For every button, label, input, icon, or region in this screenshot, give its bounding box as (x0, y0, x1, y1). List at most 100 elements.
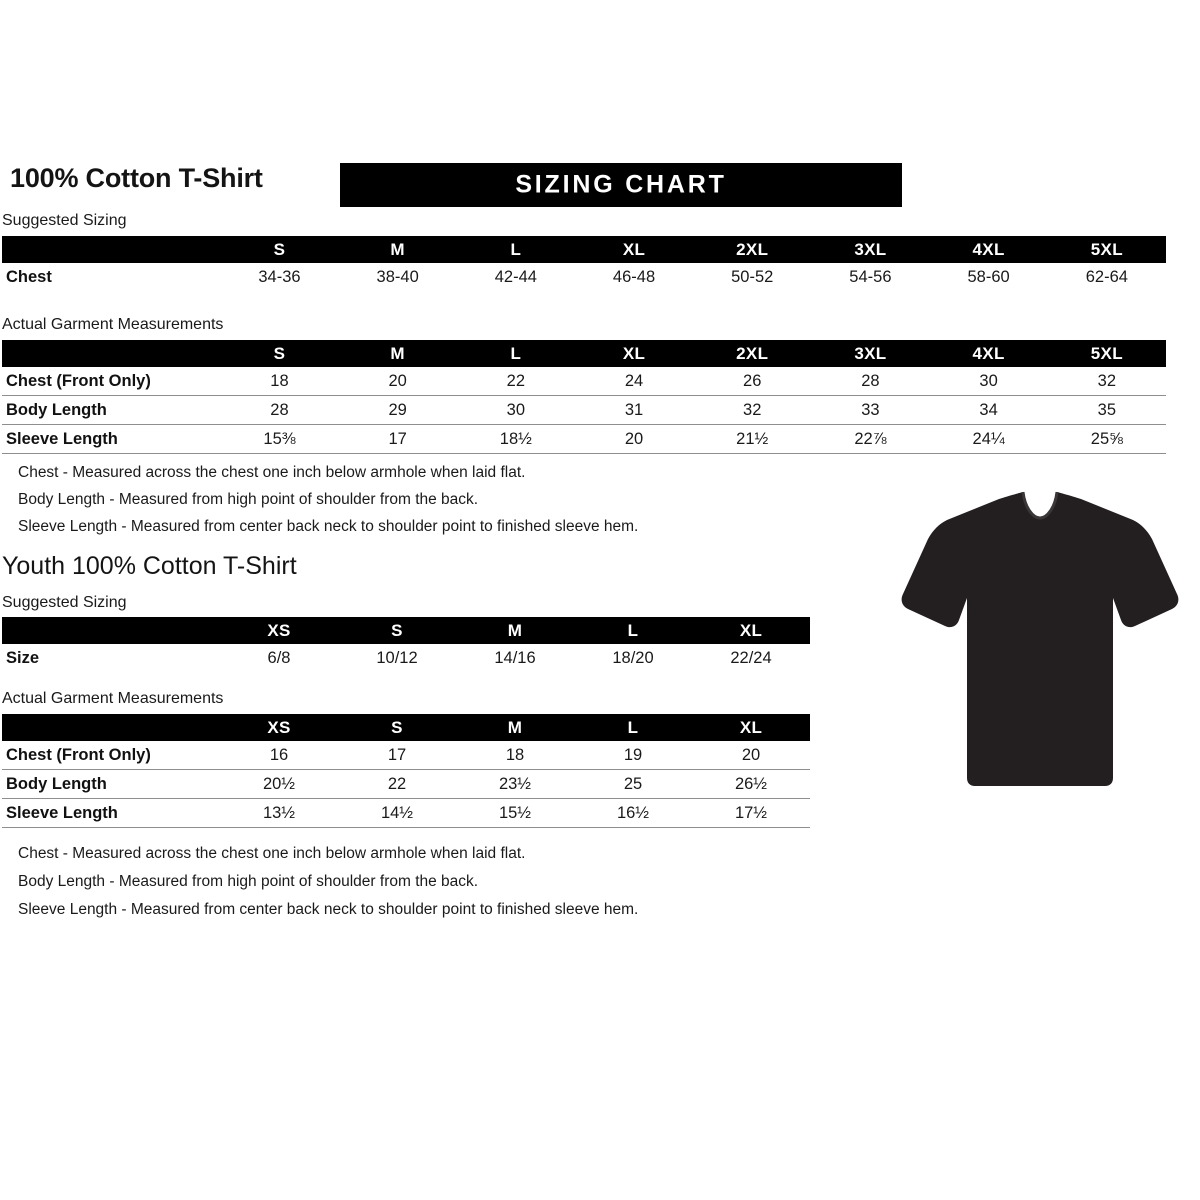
column-header-m: M (456, 617, 574, 644)
cell-chest-l: 42-44 (494, 267, 537, 286)
cell-chestfront-m: 18 (456, 741, 574, 770)
column-header-blank (2, 617, 220, 644)
adult-note-body-length: Body Length - Measured from high point o… (18, 491, 479, 508)
cell-sleevelength-xl: 20 (574, 424, 694, 454)
table-header-row: S M L XL 2XL 3XL 4XL 5XL (2, 340, 1166, 367)
column-header-3xl: 3XL (811, 340, 930, 367)
column-header-m: M (456, 714, 574, 741)
cell-bodylength-xl: 31 (574, 395, 694, 425)
cell-size-m: 14/16 (494, 648, 536, 667)
cell-chestfront-l: 19 (574, 741, 692, 770)
cell-sleevelength-5xl: 25⅝ (1047, 424, 1166, 454)
cell-chestfront-s: 18 (220, 367, 339, 396)
youth-note-body-length: Body Length - Measured from high point o… (18, 873, 479, 890)
page-title: 100% Cotton T-Shirt (10, 163, 263, 193)
table-row: Body Length 28 29 30 31 32 33 34 35 (2, 395, 1166, 425)
column-header-5xl: 5XL (1047, 236, 1166, 263)
youth-suggested-sizing-table: XS S M L XL Size 6/8 10/12 14/16 18/20 2… (2, 617, 810, 672)
tshirt-icon (901, 491, 1179, 786)
column-header-l: L (574, 714, 692, 741)
column-header-blank (2, 340, 221, 367)
cell-chest-xl: 46-48 (612, 267, 656, 286)
column-header-4xl: 4XL (929, 340, 1048, 367)
row-label-body-length: Body Length (2, 395, 221, 425)
column-header-s: S (338, 617, 456, 644)
youth-suggested-sizing-label: Suggested Sizing (2, 594, 127, 611)
table-row: Chest 34-36 38-40 42-44 46-48 50-52 54-5… (2, 263, 1166, 291)
cell-bodylength-3xl: 33 (811, 395, 930, 425)
column-header-xl: XL (692, 617, 810, 644)
adult-garment-measurements-label: Actual Garment Measurements (2, 316, 224, 333)
cell-chest-s: 34-36 (258, 267, 301, 286)
cell-sleevelength-xl: 17½ (692, 798, 810, 828)
youth-section-title: Youth 100% Cotton T-Shirt (2, 552, 297, 580)
cell-sleevelength-l: 16½ (574, 798, 692, 828)
cell-chest-5xl: 62-64 (1085, 267, 1128, 286)
cell-bodylength-xl: 26½ (692, 769, 810, 799)
cell-sleevelength-xs: 13½ (220, 798, 338, 828)
row-label-chest-front-only: Chest (Front Only) (2, 367, 221, 396)
cell-bodylength-2xl: 32 (693, 395, 812, 425)
adult-note-sleeve-length: Sleeve Length - Measured from center bac… (18, 518, 639, 535)
cell-size-xl: 22/24 (730, 648, 772, 667)
adult-suggested-sizing-label: Suggested Sizing (2, 212, 127, 229)
cell-sleevelength-m: 15½ (456, 798, 574, 828)
column-header-xl: XL (574, 340, 694, 367)
column-header-l: L (574, 617, 692, 644)
cell-bodylength-m: 23½ (456, 769, 574, 799)
column-header-xl: XL (692, 714, 810, 741)
table-row: Body Length 20½ 22 23½ 25 26½ (2, 769, 810, 799)
row-label-chest: Chest (6, 267, 52, 286)
cell-sleevelength-4xl: 24¼ (929, 424, 1048, 454)
sizing-chart-banner-label: SIZING CHART (515, 170, 727, 199)
cell-chestfront-3xl: 28 (811, 367, 930, 396)
cell-bodylength-l: 25 (574, 769, 692, 799)
cell-bodylength-5xl: 35 (1047, 395, 1166, 425)
cell-bodylength-xs: 20½ (220, 769, 338, 799)
column-header-s: S (220, 340, 339, 367)
column-header-s: S (338, 714, 456, 741)
column-header-2xl: 2XL (693, 340, 812, 367)
column-header-2xl: 2XL (693, 236, 812, 263)
row-label-size: Size (6, 648, 40, 667)
table-row: Chest (Front Only) 16 17 18 19 20 (2, 741, 810, 770)
column-header-l: L (456, 236, 575, 263)
cell-sleevelength-s: 14½ (338, 798, 456, 828)
cell-chest-m: 38-40 (376, 267, 419, 286)
column-header-m: M (338, 236, 457, 263)
cell-chestfront-m: 20 (338, 367, 457, 396)
cell-sleevelength-2xl: 21½ (693, 424, 812, 454)
column-header-m: M (338, 340, 457, 367)
cell-chestfront-xl: 24 (574, 367, 694, 396)
column-header-s: S (220, 236, 339, 263)
cell-sleevelength-l: 18½ (456, 424, 575, 454)
cell-chestfront-xl: 20 (692, 741, 810, 770)
row-label-chest-front-only: Chest (Front Only) (2, 741, 220, 770)
cell-size-l: 18/20 (612, 648, 654, 667)
row-label-body-length: Body Length (2, 769, 220, 799)
sizing-chart-banner: SIZING CHART (340, 163, 902, 207)
column-header-blank (2, 714, 220, 741)
cell-bodylength-l: 30 (456, 395, 575, 425)
column-header-xl: XL (574, 236, 694, 263)
adult-garment-measurements-table: S M L XL 2XL 3XL 4XL 5XL Chest (Front On… (2, 340, 1166, 454)
table-row: Chest (Front Only) 18 20 22 24 26 28 30 … (2, 367, 1166, 396)
row-label-sleeve-length: Sleeve Length (2, 424, 221, 454)
cell-bodylength-4xl: 34 (929, 395, 1048, 425)
table-row: Sleeve Length 15⅜ 17 18½ 20 21½ 22⅞ 24¼ … (2, 424, 1166, 454)
cell-chestfront-5xl: 32 (1047, 367, 1166, 396)
adult-note-chest: Chest - Measured across the chest one in… (18, 464, 526, 481)
cell-bodylength-s: 22 (338, 769, 456, 799)
youth-note-sleeve-length: Sleeve Length - Measured from center bac… (18, 901, 639, 918)
cell-size-xs: 6/8 (267, 648, 291, 667)
cell-sleevelength-s: 15⅜ (220, 424, 339, 454)
column-header-blank (2, 236, 221, 263)
column-header-l: L (456, 340, 575, 367)
table-header-row: XS S M L XL (2, 714, 810, 741)
table-row: Size 6/8 10/12 14/16 18/20 22/24 (2, 644, 810, 672)
cell-chest-4xl: 58-60 (967, 267, 1010, 286)
cell-sleevelength-m: 17 (338, 424, 457, 454)
cell-chestfront-4xl: 30 (929, 367, 1048, 396)
tshirt-product-image (895, 478, 1185, 808)
